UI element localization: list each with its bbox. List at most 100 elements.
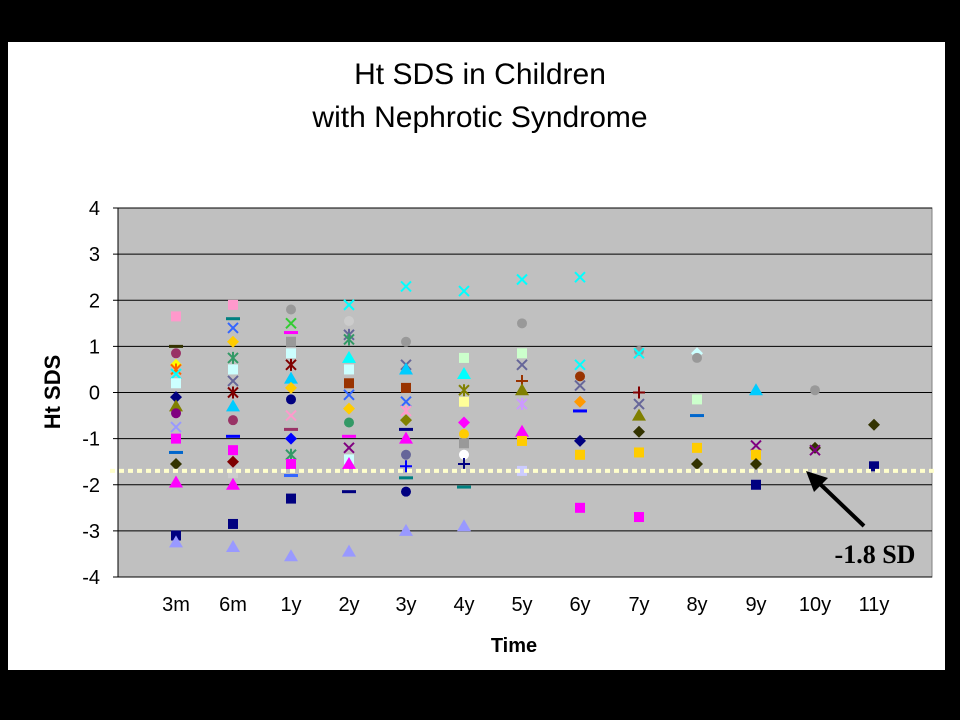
data-point — [401, 336, 411, 347]
chart-title-line-2: with Nephrotic Syndrome — [312, 101, 648, 134]
data-point — [634, 447, 644, 458]
data-point — [226, 477, 240, 490]
data-point — [692, 394, 702, 405]
data-point — [170, 457, 182, 470]
data-point — [226, 317, 240, 321]
y-tick-label: -2 — [82, 475, 100, 497]
data-point — [286, 458, 296, 469]
data-point — [401, 486, 411, 497]
data-point — [400, 414, 412, 427]
data-point — [809, 444, 821, 456]
data-point — [171, 348, 181, 359]
data-point — [868, 418, 880, 431]
data-point — [399, 362, 413, 375]
data-point — [342, 456, 356, 469]
data-point — [458, 457, 470, 470]
data-point — [459, 438, 469, 449]
data-point — [286, 336, 296, 347]
data-point — [171, 408, 181, 419]
data-point — [342, 544, 356, 557]
data-point — [284, 549, 298, 562]
data-point — [459, 429, 469, 440]
x-tick-label: 6y — [569, 594, 590, 616]
data-point — [227, 375, 239, 387]
data-point — [574, 359, 586, 371]
data-point — [633, 425, 645, 438]
data-point — [227, 322, 239, 334]
data-point — [227, 335, 239, 348]
x-axis-title: Time — [491, 635, 537, 657]
data-point — [400, 396, 412, 408]
data-point — [399, 523, 413, 536]
data-point — [400, 280, 412, 293]
data-point — [575, 502, 585, 513]
data-point — [285, 448, 297, 461]
data-point — [286, 394, 296, 405]
data-point — [342, 490, 356, 494]
data-point — [228, 468, 238, 479]
x-tick-label: 1y — [280, 594, 301, 616]
annotation-arrow — [816, 480, 866, 528]
data-point — [632, 408, 646, 421]
data-point — [284, 474, 298, 478]
x-tick-label: 6m — [219, 594, 247, 616]
data-point — [515, 424, 529, 437]
data-point — [169, 535, 183, 548]
y-tick-label: -4 — [82, 567, 100, 589]
data-point — [228, 364, 238, 375]
data-point — [458, 285, 470, 297]
arrow-head — [806, 471, 828, 492]
data-point — [228, 445, 238, 456]
y-tick-label: -1 — [82, 429, 100, 451]
x-tick-label: 4y — [453, 594, 474, 616]
y-tick-label: 3 — [89, 244, 100, 266]
x-tick-label: 9y — [745, 594, 766, 616]
data-point — [400, 460, 412, 473]
data-point — [516, 273, 528, 286]
x-tick-label: 3y — [395, 594, 416, 616]
data-point — [227, 351, 239, 364]
data-point — [459, 352, 469, 363]
x-tick-label: 3m — [162, 594, 190, 616]
data-point — [343, 389, 355, 401]
data-point — [286, 304, 296, 315]
data-point — [575, 371, 585, 382]
data-point — [228, 518, 238, 529]
data-point — [574, 379, 586, 392]
data-point — [633, 347, 645, 360]
data-point — [170, 391, 182, 404]
x-tick-label: 11y — [859, 594, 890, 616]
data-point — [228, 299, 238, 310]
x-tick-label: 2y — [338, 594, 359, 616]
x-tick-label: 5y — [511, 594, 532, 616]
data-point — [286, 348, 296, 359]
data-point — [517, 465, 527, 476]
data-point — [633, 398, 645, 410]
y-tick-label: 4 — [89, 198, 100, 220]
x-tick-label: 8y — [686, 594, 707, 616]
data-point — [574, 271, 586, 283]
data-point — [751, 449, 761, 460]
data-point — [690, 414, 704, 418]
data-point — [457, 485, 471, 489]
data-point — [749, 383, 763, 396]
data-point — [515, 383, 529, 396]
data-point — [342, 434, 356, 438]
data-point — [344, 316, 354, 327]
data-point — [517, 348, 527, 359]
data-point — [285, 432, 297, 445]
data-point — [457, 367, 471, 380]
y-tick-label: -3 — [82, 521, 100, 543]
data-point — [458, 416, 470, 429]
data-point — [574, 434, 586, 447]
data-point — [285, 358, 297, 371]
data-point — [399, 476, 413, 480]
y-tick-label: 1 — [89, 336, 100, 358]
data-point — [171, 378, 181, 389]
data-point — [399, 431, 413, 444]
data-point — [751, 479, 761, 490]
data-point — [226, 434, 240, 438]
data-point — [170, 421, 182, 433]
data-point — [226, 540, 240, 553]
data-point — [285, 409, 297, 422]
